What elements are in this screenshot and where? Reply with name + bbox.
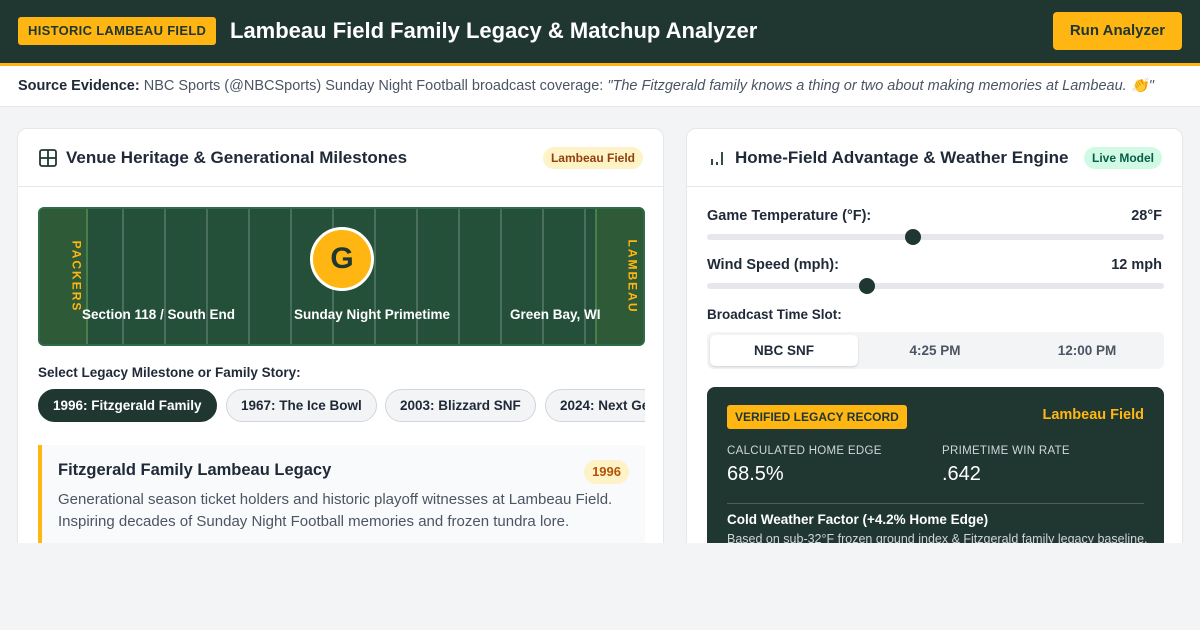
milestone-chips: 1996: Fitzgerald Family 1967: The Ice Bo… bbox=[38, 389, 645, 425]
chip-1967-ice-bowl[interactable]: 1967: The Ice Bowl bbox=[226, 389, 377, 422]
left-endzone bbox=[40, 209, 88, 344]
yard-line bbox=[500, 209, 502, 344]
home-field-engine-card: Home-Field Advantage & Weather Engine Li… bbox=[686, 128, 1183, 598]
venue-badge: Lambeau Field bbox=[542, 147, 643, 169]
story-body: Generational season ticket holders and h… bbox=[58, 491, 613, 530]
temperature-slider[interactable] bbox=[707, 229, 1164, 245]
wind-slider[interactable] bbox=[707, 278, 1164, 294]
chip-1996-fitzgerald-family[interactable]: 1996: Fitzgerald Family bbox=[38, 389, 217, 422]
yard-line bbox=[584, 209, 586, 344]
evidence-label: Source Evidence: bbox=[18, 78, 140, 94]
historic-badge: HISTORIC LAMBEAU FIELD bbox=[18, 17, 217, 45]
card-header: Home-Field Advantage & Weather Engine Li… bbox=[687, 129, 1182, 187]
yard-line bbox=[206, 209, 208, 344]
temperature-value: 28°F bbox=[1131, 208, 1162, 224]
app-title: Lambeau Field Family Legacy & Matchup An… bbox=[230, 18, 758, 43]
page-bottom-background bbox=[0, 543, 1200, 630]
home-edge-value: 68.5% bbox=[727, 463, 784, 485]
chip-2003-blizzard-snf[interactable]: 2003: Blizzard SNF bbox=[385, 389, 536, 422]
right-endzone-label: LAMBEAU bbox=[625, 239, 640, 314]
card-header: Venue Heritage & Generational Milestones… bbox=[18, 129, 663, 187]
timeslot-1200pm[interactable]: 12:00 PM bbox=[1057, 343, 1117, 358]
milestone-select-label: Select Legacy Milestone or Family Story: bbox=[38, 365, 301, 380]
timeslot-segmented-control: NBC SNF 4:25 PM 12:00 PM bbox=[707, 332, 1164, 369]
field-label-section: Section 118 / South End bbox=[82, 307, 236, 322]
temperature-slider-thumb[interactable] bbox=[904, 229, 921, 245]
venue-heritage-card: Venue Heritage & Generational Milestones… bbox=[17, 128, 664, 598]
evidence-source: NBC Sports (@NBCSports) Sunday Night Foo… bbox=[143, 78, 604, 94]
card-title: Home-Field Advantage & Weather Engine bbox=[735, 148, 1069, 167]
live-model-badge: Live Model bbox=[1083, 147, 1162, 169]
bar-chart-icon bbox=[711, 152, 723, 165]
football-field-graphic: PACKERS LAMBEAU G Section 118 / South En… bbox=[38, 207, 645, 346]
win-rate-value: .642 bbox=[942, 463, 981, 485]
yard-line bbox=[164, 209, 166, 344]
wind-slider-thumb[interactable] bbox=[858, 278, 875, 294]
cold-weather-factor: Cold Weather Factor (+4.2% Home Edge) bbox=[727, 512, 989, 527]
yard-line bbox=[374, 209, 376, 344]
source-evidence-text: Source Evidence: NBC Sports (@NBCSports)… bbox=[18, 77, 1154, 95]
yard-line bbox=[248, 209, 250, 344]
timeslot-425pm[interactable]: 4:25 PM bbox=[909, 343, 961, 358]
wind-label: Wind Speed (mph): bbox=[707, 257, 839, 273]
yard-line bbox=[416, 209, 418, 344]
top-bar: HISTORIC LAMBEAU FIELD Lambeau Field Fam… bbox=[0, 0, 1200, 63]
header-accent-line bbox=[0, 63, 1200, 66]
timeslot-label: Broadcast Time Slot: bbox=[707, 307, 842, 322]
home-edge-label: CALCULATED HOME EDGE bbox=[727, 445, 882, 457]
win-rate-label: PRIMETIME WIN RATE bbox=[942, 445, 1070, 457]
yard-line bbox=[122, 209, 124, 344]
story-title: Fitzgerald Family Lambeau Legacy bbox=[58, 461, 332, 479]
card-title: Venue Heritage & Generational Milestones bbox=[66, 148, 408, 167]
yard-line bbox=[542, 209, 544, 344]
grid-icon bbox=[39, 149, 57, 167]
story-year-badge: 1996 bbox=[584, 460, 629, 484]
source-evidence-bar: Source Evidence: NBC Sports (@NBCSports)… bbox=[0, 66, 1200, 107]
result-venue: Lambeau Field bbox=[1042, 407, 1144, 423]
result-divider bbox=[727, 503, 1144, 504]
left-endzone-label: PACKERS bbox=[69, 240, 84, 313]
right-endzone bbox=[595, 209, 643, 344]
timeslot-nbc-snf[interactable]: NBC SNF bbox=[710, 335, 858, 366]
evidence-quote: "The Fitzgerald family knows a thing or … bbox=[607, 78, 1154, 94]
field-label-location: Green Bay, WI bbox=[510, 307, 601, 322]
yard-line bbox=[458, 209, 460, 344]
run-analyzer-button[interactable]: Run Analyzer bbox=[1053, 12, 1182, 50]
verified-record-badge: VERIFIED LEGACY RECORD bbox=[727, 405, 907, 429]
yard-line bbox=[290, 209, 292, 344]
result-note: Based on sub-32°F frozen ground index & … bbox=[727, 532, 1148, 546]
chip-2024-next-gen[interactable]: 2024: Next Gen bbox=[545, 389, 645, 422]
wind-value: 12 mph bbox=[1111, 257, 1162, 273]
packers-logo: G bbox=[310, 227, 374, 291]
temperature-label: Game Temperature (°F): bbox=[707, 208, 872, 224]
field-label-primetime: Sunday Night Primetime bbox=[294, 307, 451, 322]
